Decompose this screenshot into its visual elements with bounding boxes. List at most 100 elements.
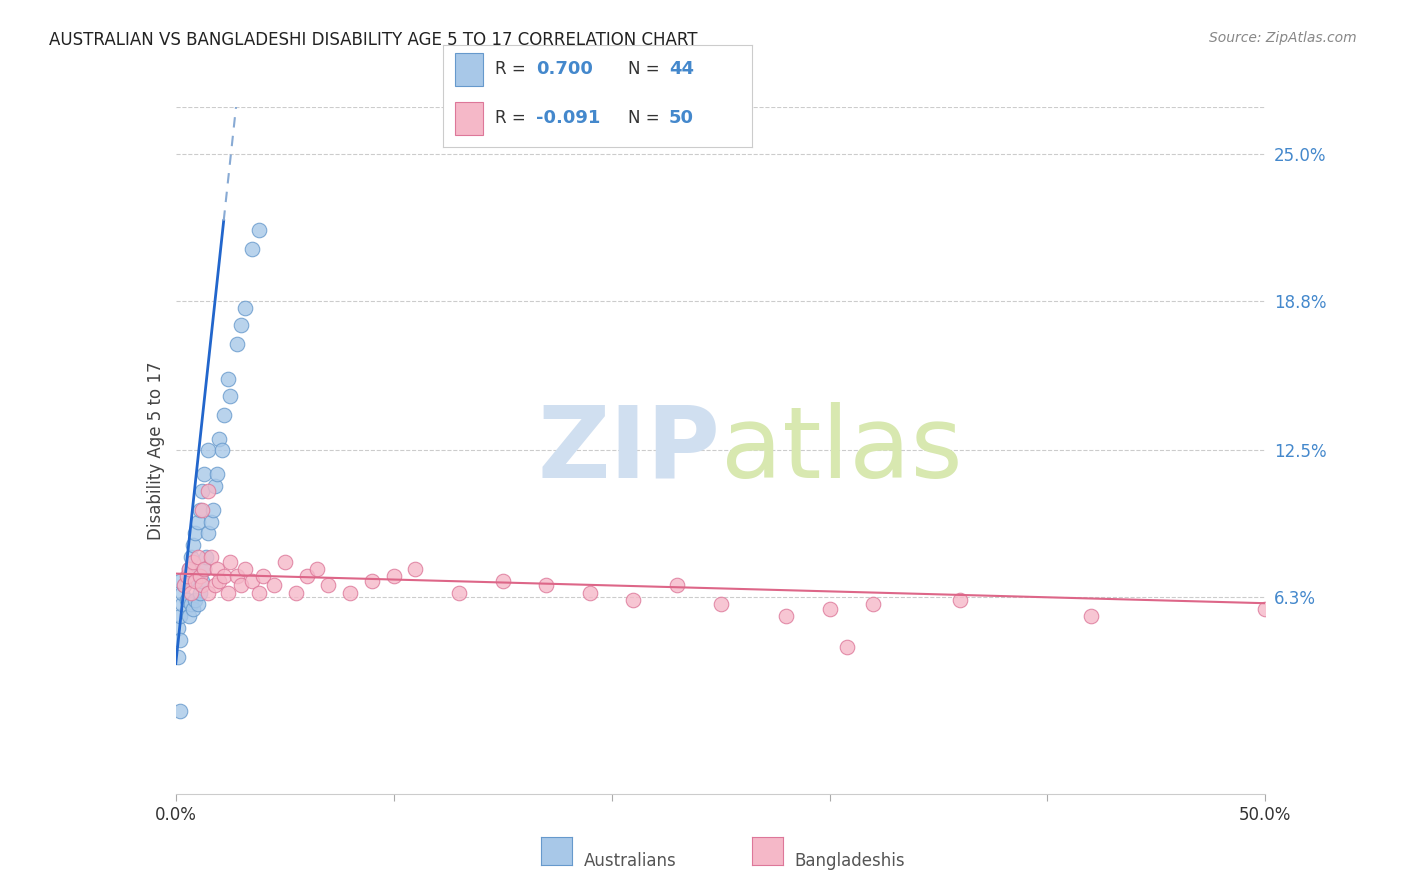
Point bbox=[169, 704, 191, 718]
Point bbox=[197, 526, 219, 541]
Point bbox=[382, 569, 405, 583]
Point bbox=[318, 578, 340, 592]
Point bbox=[169, 574, 191, 588]
Point bbox=[186, 515, 209, 529]
Point bbox=[225, 569, 247, 583]
Text: N =: N = bbox=[628, 110, 665, 128]
Point bbox=[231, 318, 253, 332]
Text: 44: 44 bbox=[669, 61, 693, 78]
Point bbox=[360, 574, 382, 588]
Point bbox=[169, 632, 191, 647]
Point bbox=[197, 585, 219, 599]
Point bbox=[225, 337, 247, 351]
Point bbox=[405, 562, 427, 576]
Point bbox=[184, 526, 207, 541]
Text: ZIP: ZIP bbox=[537, 402, 721, 499]
Text: R =: R = bbox=[495, 110, 531, 128]
Point bbox=[666, 578, 689, 592]
Point bbox=[1080, 609, 1102, 624]
Point bbox=[193, 562, 215, 576]
Point bbox=[492, 574, 515, 588]
Text: N =: N = bbox=[628, 61, 665, 78]
Point bbox=[200, 549, 222, 564]
Point bbox=[208, 432, 231, 446]
Point bbox=[173, 578, 195, 592]
Point bbox=[339, 585, 361, 599]
Point bbox=[193, 467, 215, 482]
Point bbox=[247, 585, 270, 599]
Point bbox=[172, 598, 194, 612]
Point bbox=[217, 585, 239, 599]
Point bbox=[167, 649, 190, 664]
Text: -0.091: -0.091 bbox=[536, 110, 600, 128]
Point bbox=[247, 223, 270, 237]
Point bbox=[167, 621, 190, 635]
Point bbox=[177, 609, 200, 624]
Point bbox=[307, 562, 329, 576]
Point bbox=[177, 562, 200, 576]
Point bbox=[219, 555, 242, 569]
Point bbox=[201, 502, 224, 516]
Point bbox=[835, 640, 858, 654]
Point bbox=[191, 574, 214, 588]
Point bbox=[180, 598, 202, 612]
Point bbox=[212, 408, 235, 422]
Point bbox=[191, 578, 214, 592]
Text: 50: 50 bbox=[669, 110, 693, 128]
Point bbox=[284, 585, 307, 599]
Point bbox=[181, 555, 204, 569]
Point bbox=[235, 562, 257, 576]
Point bbox=[186, 598, 209, 612]
Point bbox=[211, 443, 233, 458]
Text: AUSTRALIAN VS BANGLADESHI DISABILITY AGE 5 TO 17 CORRELATION CHART: AUSTRALIAN VS BANGLADESHI DISABILITY AGE… bbox=[49, 31, 697, 49]
Point bbox=[176, 569, 198, 583]
Point bbox=[1254, 602, 1277, 616]
Point bbox=[180, 585, 202, 599]
Point bbox=[205, 467, 228, 482]
Point bbox=[240, 574, 263, 588]
Point bbox=[200, 515, 222, 529]
FancyBboxPatch shape bbox=[456, 53, 484, 86]
Point bbox=[231, 578, 253, 592]
Point bbox=[219, 389, 242, 403]
Point bbox=[172, 585, 194, 599]
Y-axis label: Disability Age 5 to 17: Disability Age 5 to 17 bbox=[146, 361, 165, 540]
Point bbox=[188, 585, 211, 599]
Point bbox=[295, 569, 318, 583]
Point bbox=[208, 574, 231, 588]
Text: Bangladeshis: Bangladeshis bbox=[794, 852, 905, 870]
Point bbox=[212, 569, 235, 583]
Point bbox=[173, 578, 195, 592]
Text: 0.700: 0.700 bbox=[536, 61, 592, 78]
Text: Source: ZipAtlas.com: Source: ZipAtlas.com bbox=[1209, 31, 1357, 45]
Point bbox=[193, 562, 215, 576]
Point bbox=[197, 443, 219, 458]
Point bbox=[176, 592, 198, 607]
Point bbox=[177, 562, 200, 576]
Point bbox=[235, 301, 257, 316]
Point bbox=[775, 609, 797, 624]
Text: atlas: atlas bbox=[721, 402, 962, 499]
Point bbox=[188, 502, 211, 516]
Point bbox=[181, 538, 204, 552]
Text: R =: R = bbox=[495, 61, 531, 78]
Point bbox=[191, 502, 214, 516]
Point bbox=[191, 483, 214, 498]
Point bbox=[188, 569, 211, 583]
Point bbox=[447, 585, 470, 599]
Point bbox=[184, 574, 207, 588]
Point bbox=[186, 549, 209, 564]
Point bbox=[862, 598, 884, 612]
Point bbox=[204, 479, 226, 493]
Point bbox=[579, 585, 602, 599]
Point bbox=[184, 592, 207, 607]
Point bbox=[205, 562, 228, 576]
Point bbox=[274, 555, 297, 569]
Point bbox=[263, 578, 285, 592]
Point bbox=[195, 549, 218, 564]
Point bbox=[252, 569, 274, 583]
Point bbox=[949, 592, 972, 607]
Point bbox=[169, 609, 191, 624]
Text: Australians: Australians bbox=[583, 852, 676, 870]
Point bbox=[534, 578, 557, 592]
